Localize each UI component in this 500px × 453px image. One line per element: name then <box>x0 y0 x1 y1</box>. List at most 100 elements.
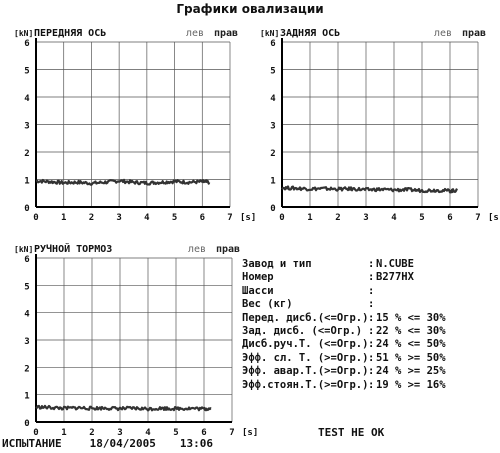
x-tick-label: 3 <box>116 213 121 223</box>
y-tick-label: 5 <box>24 67 29 77</box>
info-value: N.CUBE <box>376 258 414 270</box>
info-row: Дисб.руч.Т. (<=Огр.):24 % <= 50% <box>242 338 446 351</box>
y-tick-label: 2 <box>24 149 29 159</box>
info-colon: : <box>368 365 375 378</box>
chart-panel: 0 1 2 3 4 5 6 0 1 2 3 4 5 6 7 [s] [kN] ПЕРЕДНЯЯ ОСЬ лев пра… <box>14 28 256 223</box>
footer-date: 18/04/2005 <box>89 437 156 450</box>
info-value: B277HX <box>376 271 414 284</box>
y-tick-label: 4 <box>24 310 30 320</box>
info-row: Зад. дисб. (<=Огр.):22 % <= 30% <box>242 325 446 338</box>
x-tick-label: 5 <box>172 213 177 223</box>
x-tick-label: 0 <box>33 428 38 438</box>
info-value: 24 % >= 25% <box>376 365 446 378</box>
x-tick-label: 1 <box>61 428 66 438</box>
legend-right: прав <box>214 28 238 39</box>
legend-right: прав <box>216 244 240 255</box>
series-line <box>35 404 212 412</box>
info-label: Вес (кг) <box>242 298 293 311</box>
info-label: Шасси <box>242 284 274 297</box>
y-tick-label: 4 <box>270 94 276 104</box>
info-value: 51 % >= 50% <box>376 351 446 364</box>
chart-title: РУЧНОЙ ТОРМОЗ <box>34 242 112 255</box>
y-tick-label: 2 <box>270 149 275 159</box>
x-tick-label: 6 <box>201 428 206 438</box>
info-label: Зад. дисб. (<=Огр.) <box>242 325 363 338</box>
info-label: Перед. дисб.(<=Огр.) <box>242 311 369 324</box>
info-value: 24 % <= 50% <box>376 338 446 351</box>
info-colon: : <box>368 338 375 351</box>
x-tick-label: 3 <box>117 428 122 438</box>
info-colon: : <box>368 298 375 311</box>
y-tick-label: 5 <box>24 282 29 292</box>
legend-left: лев <box>186 28 204 39</box>
x-tick-label: 7 <box>475 213 480 223</box>
x-tick-label: 0 <box>279 213 284 223</box>
chart-title: ЗАДНЯЯ ОСЬ <box>280 28 340 39</box>
x-tick-label: 5 <box>173 428 178 438</box>
info-label: Эфф. авар.Т.(>=Огр.) <box>242 365 369 378</box>
y-tick-label: 6 <box>24 255 29 265</box>
info-label: Дисб.руч.Т. (<=Огр.) <box>242 338 369 351</box>
chart-panel: 0 1 2 3 4 5 6 0 1 2 3 4 5 6 7 [s] [kN] РУЧНОЙ ТОРМОЗ лев пр… <box>14 242 258 438</box>
y-tick-label: 1 <box>24 177 29 187</box>
y-tick-label: 0 <box>270 204 275 214</box>
info-colon: : <box>368 311 375 324</box>
info-row: Эфф.стоян.Т.(>=Огр.):19 % >= 16% <box>242 379 446 392</box>
x-tick-label: 4 <box>391 213 397 223</box>
test-status: TEST НЕ ОК <box>318 426 385 439</box>
y-tick-label: 1 <box>24 392 29 402</box>
footer-time: 13:06 <box>179 437 213 450</box>
legend-left: лев <box>188 244 206 255</box>
y-tick-label: 2 <box>24 364 29 374</box>
info-label: Эфф.стоян.Т.(>=Огр.) <box>242 378 369 391</box>
info-label: Завод и тип <box>242 258 312 270</box>
x-tick-label: 2 <box>89 428 94 438</box>
footer-label: ИСПЫТАНИЕ <box>2 437 62 450</box>
x-tick-label: 6 <box>447 213 452 223</box>
y-tick-label: 6 <box>24 39 29 49</box>
y-tick-label: 5 <box>270 67 275 77</box>
x-axis-label: [s] <box>242 428 258 438</box>
y-tick-label: 4 <box>24 94 30 104</box>
legend-left: лев <box>434 28 452 39</box>
info-row: Эфф. авар.Т.(>=Огр.):24 % >= 25% <box>242 365 446 378</box>
info-colon: : <box>368 284 375 297</box>
x-tick-label: 4 <box>145 428 151 438</box>
info-row: Номер: B277HX <box>242 271 446 284</box>
info-row: Шасси: <box>242 285 446 298</box>
info-colon: : <box>368 325 375 338</box>
x-tick-label: 2 <box>335 213 340 223</box>
y-tick-label: 6 <box>270 39 275 49</box>
page-title: Графики овализации <box>176 2 324 16</box>
vehicle-info-panel: Завод и тип: N.CUBE Номер: B277HX Шасси: Вес … <box>242 258 446 392</box>
x-tick-label: 0 <box>33 213 38 223</box>
info-value: 15 % <= 30% <box>376 311 446 324</box>
info-value: 19 % >= 16% <box>376 378 446 391</box>
y-axis-label: [kN] <box>14 245 33 254</box>
series-line <box>281 185 459 194</box>
info-row: Завод и тип: N.CUBE <box>242 258 446 271</box>
y-axis-label: [kN] <box>14 29 33 38</box>
x-tick-label: 7 <box>229 428 234 438</box>
info-colon: : <box>368 258 375 270</box>
x-tick-label: 1 <box>307 213 312 223</box>
x-tick-label: 1 <box>61 213 66 223</box>
legend-right: прав <box>462 28 486 39</box>
y-axis-label: [kN] <box>260 29 279 38</box>
x-tick-label: 2 <box>89 213 94 223</box>
x-axis-label: [s] <box>240 213 256 223</box>
x-tick-label: 7 <box>227 213 232 223</box>
info-label: Номер <box>242 271 274 284</box>
x-tick-label: 6 <box>200 213 205 223</box>
info-label: Эфф. сл. Т. (>=Огр.) <box>242 351 369 364</box>
y-tick-label: 0 <box>24 419 29 429</box>
x-tick-label: 3 <box>363 213 368 223</box>
y-tick-label: 1 <box>270 177 275 187</box>
test-footer: ИСПЫТАНИЕ 18/04/2005 13:06 <box>2 437 241 450</box>
info-row: Эфф. сл. Т. (>=Огр.):51 % >= 50% <box>242 352 446 365</box>
y-tick-label: 3 <box>24 337 29 347</box>
series-line <box>35 178 211 186</box>
info-row: Вес (кг): <box>242 298 446 311</box>
